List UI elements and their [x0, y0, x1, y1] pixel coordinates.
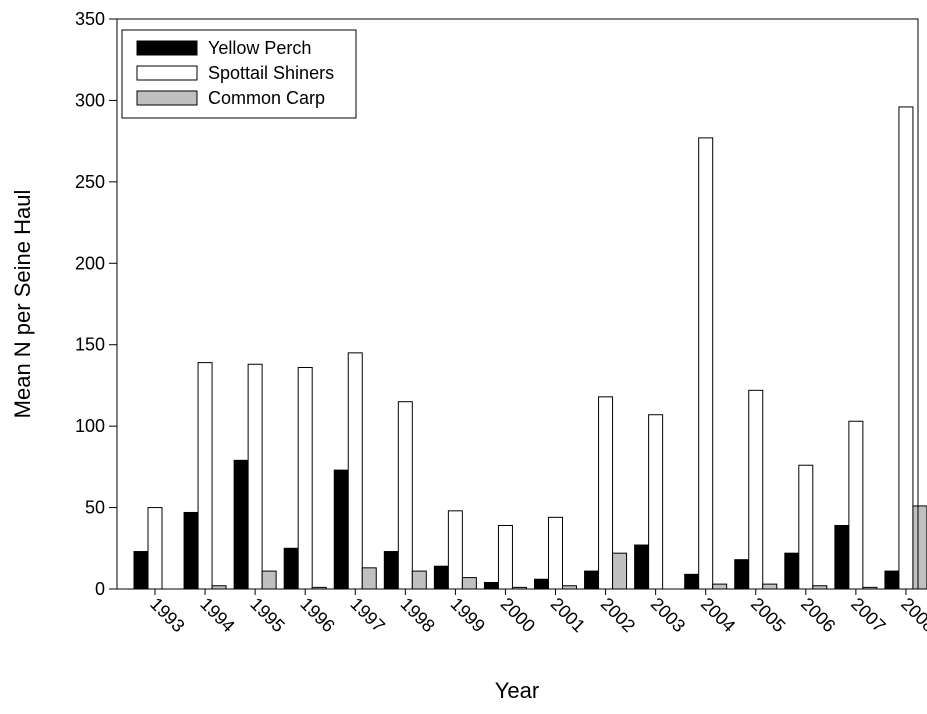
bar [698, 137, 714, 590]
bar [748, 389, 764, 590]
bar [548, 516, 563, 590]
y-tick-label: 350 [75, 9, 105, 29]
x-tick-label: 2001 [547, 594, 589, 636]
bar [183, 511, 199, 590]
legend-label: Yellow Perch [208, 38, 311, 58]
y-tick-label: 100 [75, 416, 105, 436]
bar [534, 578, 549, 590]
x-tick-label: 1996 [296, 594, 338, 636]
y-tick-label: 150 [75, 335, 105, 355]
bar [798, 464, 814, 590]
bar [383, 551, 399, 590]
x-tick-label: 2006 [797, 594, 839, 636]
y-tick-label: 250 [75, 172, 105, 192]
bar [483, 581, 499, 590]
bar [447, 510, 463, 590]
bar [762, 583, 778, 590]
bar [598, 396, 614, 590]
bar [734, 559, 750, 590]
bar [712, 583, 728, 590]
y-tick-label: 50 [85, 498, 105, 518]
bar [634, 544, 650, 590]
legend-label: Spottail Shiners [208, 63, 334, 83]
x-tick-label: 2004 [697, 594, 739, 636]
bar [197, 362, 213, 590]
x-tick-label: 1993 [146, 594, 188, 636]
bar [297, 367, 313, 590]
y-tick-label: 200 [75, 253, 105, 273]
bar [347, 352, 363, 590]
x-tick-label: 1999 [447, 594, 489, 636]
legend-swatch [136, 40, 198, 56]
bar [361, 567, 377, 590]
x-tick-label: 1995 [246, 594, 288, 636]
bar [784, 552, 800, 590]
bar [397, 401, 413, 590]
y-axis-title: Mean N per Seine Haul [10, 190, 35, 419]
bar [497, 524, 513, 590]
bar [898, 106, 914, 590]
bar [333, 469, 349, 590]
bar [133, 551, 149, 590]
bar [912, 505, 927, 590]
bar [411, 570, 427, 590]
bar [884, 570, 900, 590]
bar [612, 552, 628, 590]
bar [261, 570, 277, 590]
bar [648, 414, 664, 590]
plot-frame [116, 18, 919, 590]
bar [684, 573, 700, 590]
y-tick-label: 0 [95, 579, 105, 599]
x-tick-label: 2000 [497, 594, 539, 636]
x-tick-label: 1998 [396, 594, 438, 636]
x-tick-label: 1997 [346, 594, 388, 636]
bar [433, 565, 449, 590]
x-tick-label: 2008 [897, 594, 927, 636]
x-tick-label: 2005 [747, 594, 789, 636]
bar [233, 459, 249, 590]
x-tick-label: 2003 [647, 594, 689, 636]
x-tick-label: 2007 [847, 594, 889, 636]
legend-label: Common Carp [208, 88, 325, 108]
bar [461, 577, 477, 590]
legend-swatch [136, 90, 198, 106]
x-tick-label: 2002 [597, 594, 639, 636]
x-tick-label: 1994 [196, 594, 238, 636]
bar [584, 570, 600, 590]
bar [848, 420, 864, 590]
bar [147, 507, 163, 590]
legend-swatch [136, 65, 198, 81]
y-tick-label: 300 [75, 90, 105, 110]
bar [247, 363, 263, 590]
x-axis-title: Year [495, 678, 539, 703]
bar [834, 524, 850, 590]
bar [283, 547, 299, 590]
